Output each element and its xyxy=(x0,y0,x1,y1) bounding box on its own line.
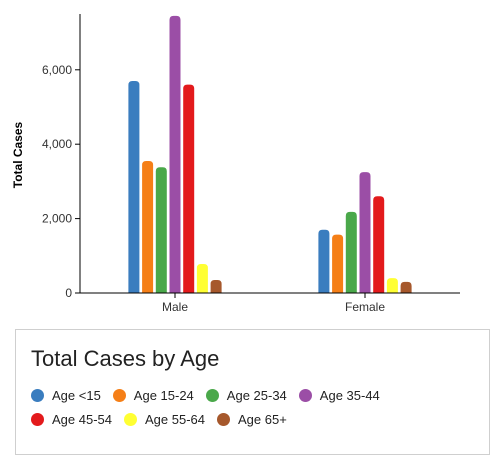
legend-title: Total Cases by Age xyxy=(31,346,220,371)
bar-age-15-female[interactable] xyxy=(318,229,330,293)
bar-age-35-44-female[interactable] xyxy=(359,172,371,293)
legend-swatch xyxy=(31,389,44,402)
bar-age-65--male[interactable] xyxy=(210,279,222,293)
bar-chart: 0 2,000 4,000 6,000 Male Female Total Cases xyxy=(11,14,460,314)
bar-age-45-54-male[interactable] xyxy=(183,84,195,294)
legend-swatch xyxy=(31,413,44,426)
legend-row: Age <15 Age 15-24 Age 25-34 Age 35-44 xyxy=(31,388,481,403)
y-tick-label: 0 xyxy=(65,286,72,300)
legend-item[interactable]: Age 55-64 xyxy=(124,412,205,427)
legend-item[interactable]: Age 15-24 xyxy=(112,388,194,403)
legend-label: Age 55-64 xyxy=(145,412,205,427)
legend-swatch xyxy=(112,389,126,402)
bar-age-15-24-male[interactable] xyxy=(142,160,154,293)
bar-age-55-64-female[interactable] xyxy=(386,278,398,293)
legend-swatch xyxy=(124,413,137,426)
bar-age-35-44-male[interactable] xyxy=(169,15,181,294)
legend-swatch xyxy=(298,389,312,402)
bar-age-15-male[interactable] xyxy=(128,80,140,294)
legend-item[interactable]: Age 65+ xyxy=(217,412,287,427)
legend-row: Age 45-54 Age 55-64 Age 65+ xyxy=(31,412,481,427)
legend-label: Age <15 xyxy=(52,388,101,403)
bar-age-15-24-female[interactable] xyxy=(332,234,344,293)
bar-age-45-54-female[interactable] xyxy=(373,196,385,293)
legend-swatch xyxy=(205,389,219,402)
bar-age-25-34-male[interactable] xyxy=(155,167,167,293)
legend-items: Age <15 Age 15-24 Age 25-34 Age 35-44 Age 45… xyxy=(31,388,481,436)
bar-age-25-34-female[interactable] xyxy=(345,211,357,293)
legend-label: Age 45-54 xyxy=(52,412,112,427)
legend-label: Age 35-44 xyxy=(319,388,380,403)
legend-label: Age 15-24 xyxy=(133,388,194,403)
bars xyxy=(128,15,412,294)
legend-label: Age 25-34 xyxy=(226,388,287,403)
y-axis: 0 2,000 4,000 6,000 xyxy=(42,14,81,300)
legend-item[interactable]: Age <15 xyxy=(31,388,101,403)
legend: Total Cases by Age Age <15 Age 15-24 Age 2… xyxy=(15,329,490,455)
legend-item[interactable]: Age 25-34 xyxy=(205,388,287,403)
y-tick-label: 4,000 xyxy=(42,137,72,151)
y-tick-label: 2,000 xyxy=(42,212,72,226)
legend-item[interactable]: Age 45-54 xyxy=(31,412,112,427)
legend-swatch xyxy=(217,413,230,426)
legend-item[interactable]: Age 35-44 xyxy=(298,388,380,403)
y-axis-title: Total Cases xyxy=(11,121,25,188)
y-tick-label: 6,000 xyxy=(42,63,72,77)
x-axis: Male Female xyxy=(80,292,460,314)
bar-age-55-64-male[interactable] xyxy=(196,263,208,293)
x-tick-label: Female xyxy=(345,300,385,314)
bar-age-65--female[interactable] xyxy=(400,281,412,293)
x-tick-label: Male xyxy=(162,300,188,314)
legend-label: Age 65+ xyxy=(238,412,287,427)
